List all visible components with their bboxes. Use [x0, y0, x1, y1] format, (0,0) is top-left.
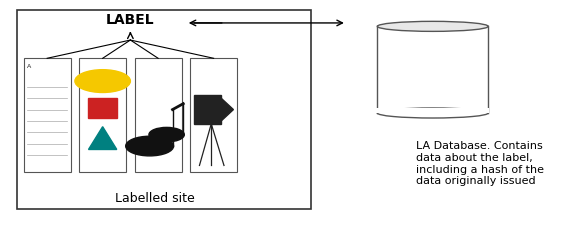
Circle shape — [75, 70, 130, 93]
Polygon shape — [221, 99, 233, 121]
Ellipse shape — [378, 22, 488, 32]
Bar — [23, 59, 71, 173]
Text: LA Database. Contains
data about the label,
including a hash of the
data origina: LA Database. Contains data about the lab… — [416, 141, 544, 185]
Text: LABEL: LABEL — [106, 13, 154, 27]
Ellipse shape — [378, 109, 488, 118]
Bar — [79, 59, 126, 173]
Bar — [194, 96, 221, 124]
Bar — [17, 11, 311, 209]
Bar — [376, 108, 490, 114]
Text: A: A — [27, 64, 31, 69]
Circle shape — [126, 137, 173, 156]
Bar — [89, 99, 117, 118]
Text: Labelled site: Labelled site — [116, 191, 195, 204]
Polygon shape — [89, 127, 117, 150]
Bar — [134, 59, 182, 173]
Bar — [190, 59, 237, 173]
Circle shape — [149, 128, 184, 142]
